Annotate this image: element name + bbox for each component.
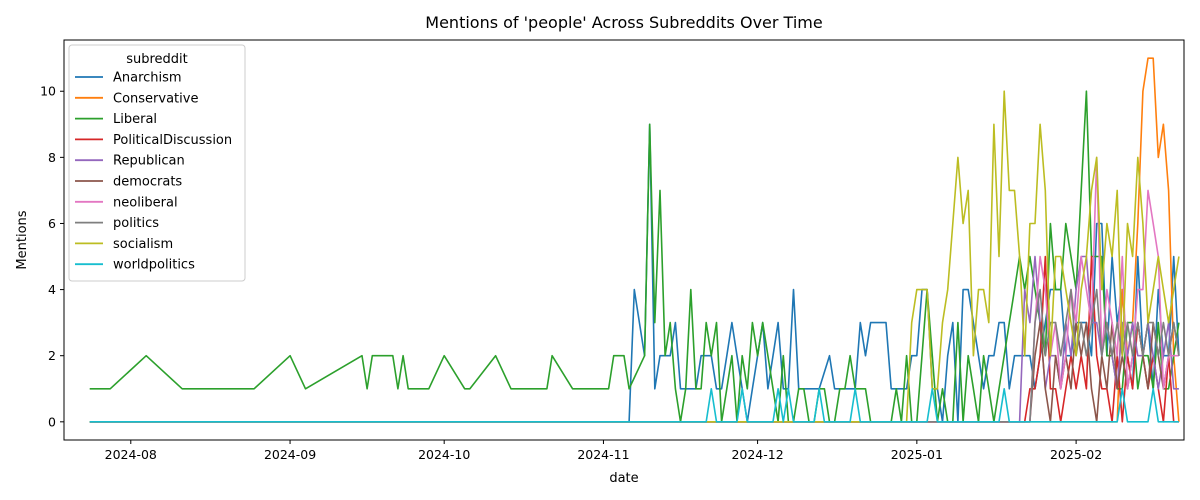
- legend-label-Republican: Republican: [113, 154, 185, 169]
- series-line-worldpolitics: [89, 387, 1179, 423]
- y-tick-label: 0: [48, 414, 56, 429]
- series-line-socialism: [89, 90, 1180, 423]
- legend-label-PoliticalDiscussion: PoliticalDiscussion: [113, 133, 232, 148]
- legend-label-socialism: socialism: [113, 237, 173, 252]
- x-axis: 2024-08 2024-09 2024-10 2024-11 2024-12 2025-…: [105, 440, 1102, 462]
- series-line-PoliticalDiscussion: [89, 255, 1179, 423]
- legend-label-Anarchism: Anarchism: [113, 71, 182, 86]
- series-lines: [89, 57, 1180, 423]
- x-tick-label: 2024-12: [731, 447, 783, 462]
- x-tick-label: 2024-09: [264, 447, 316, 462]
- legend-label-politics: politics: [113, 216, 159, 231]
- y-tick-label: 6: [48, 216, 56, 231]
- x-tick-label: 2025-01: [891, 447, 943, 462]
- x-tick-label: 2024-11: [577, 447, 629, 462]
- y-tick-label: 10: [40, 84, 56, 99]
- x-axis-label: date: [609, 471, 638, 486]
- chart-title: Mentions of 'people' Across Subreddits O…: [425, 13, 822, 32]
- series-line-politics: [89, 288, 1180, 423]
- plot-frame: [63, 39, 1185, 441]
- y-tick-label: 4: [48, 282, 56, 297]
- y-tick-label: 8: [48, 150, 56, 165]
- y-tick-label: 2: [48, 348, 56, 363]
- legend-label-worldpolitics: worldpolitics: [113, 258, 195, 273]
- series-line-Conservative: [89, 57, 1180, 423]
- legend-title: subreddit: [126, 52, 188, 67]
- x-tick-label: 2024-10: [418, 447, 470, 462]
- x-tick-label: 2025-02: [1050, 447, 1102, 462]
- legend-items: Anarchism Conservative Liberal PoliticalDis…: [75, 71, 232, 273]
- x-tick-label: 2024-08: [105, 447, 157, 462]
- legend-label-democrats: democrats: [113, 175, 182, 190]
- y-axis-label: Mentions: [15, 210, 30, 269]
- legend-label-Conservative: Conservative: [113, 91, 198, 106]
- legend-label-neoliberal: neoliberal: [113, 195, 178, 210]
- legend-label-Liberal: Liberal: [113, 112, 157, 127]
- legend-box: [68, 44, 246, 282]
- y-axis: 0 2 4 6 8 10: [40, 84, 64, 429]
- legend: subreddit Anarchism Conservative Liberal Po…: [68, 44, 246, 282]
